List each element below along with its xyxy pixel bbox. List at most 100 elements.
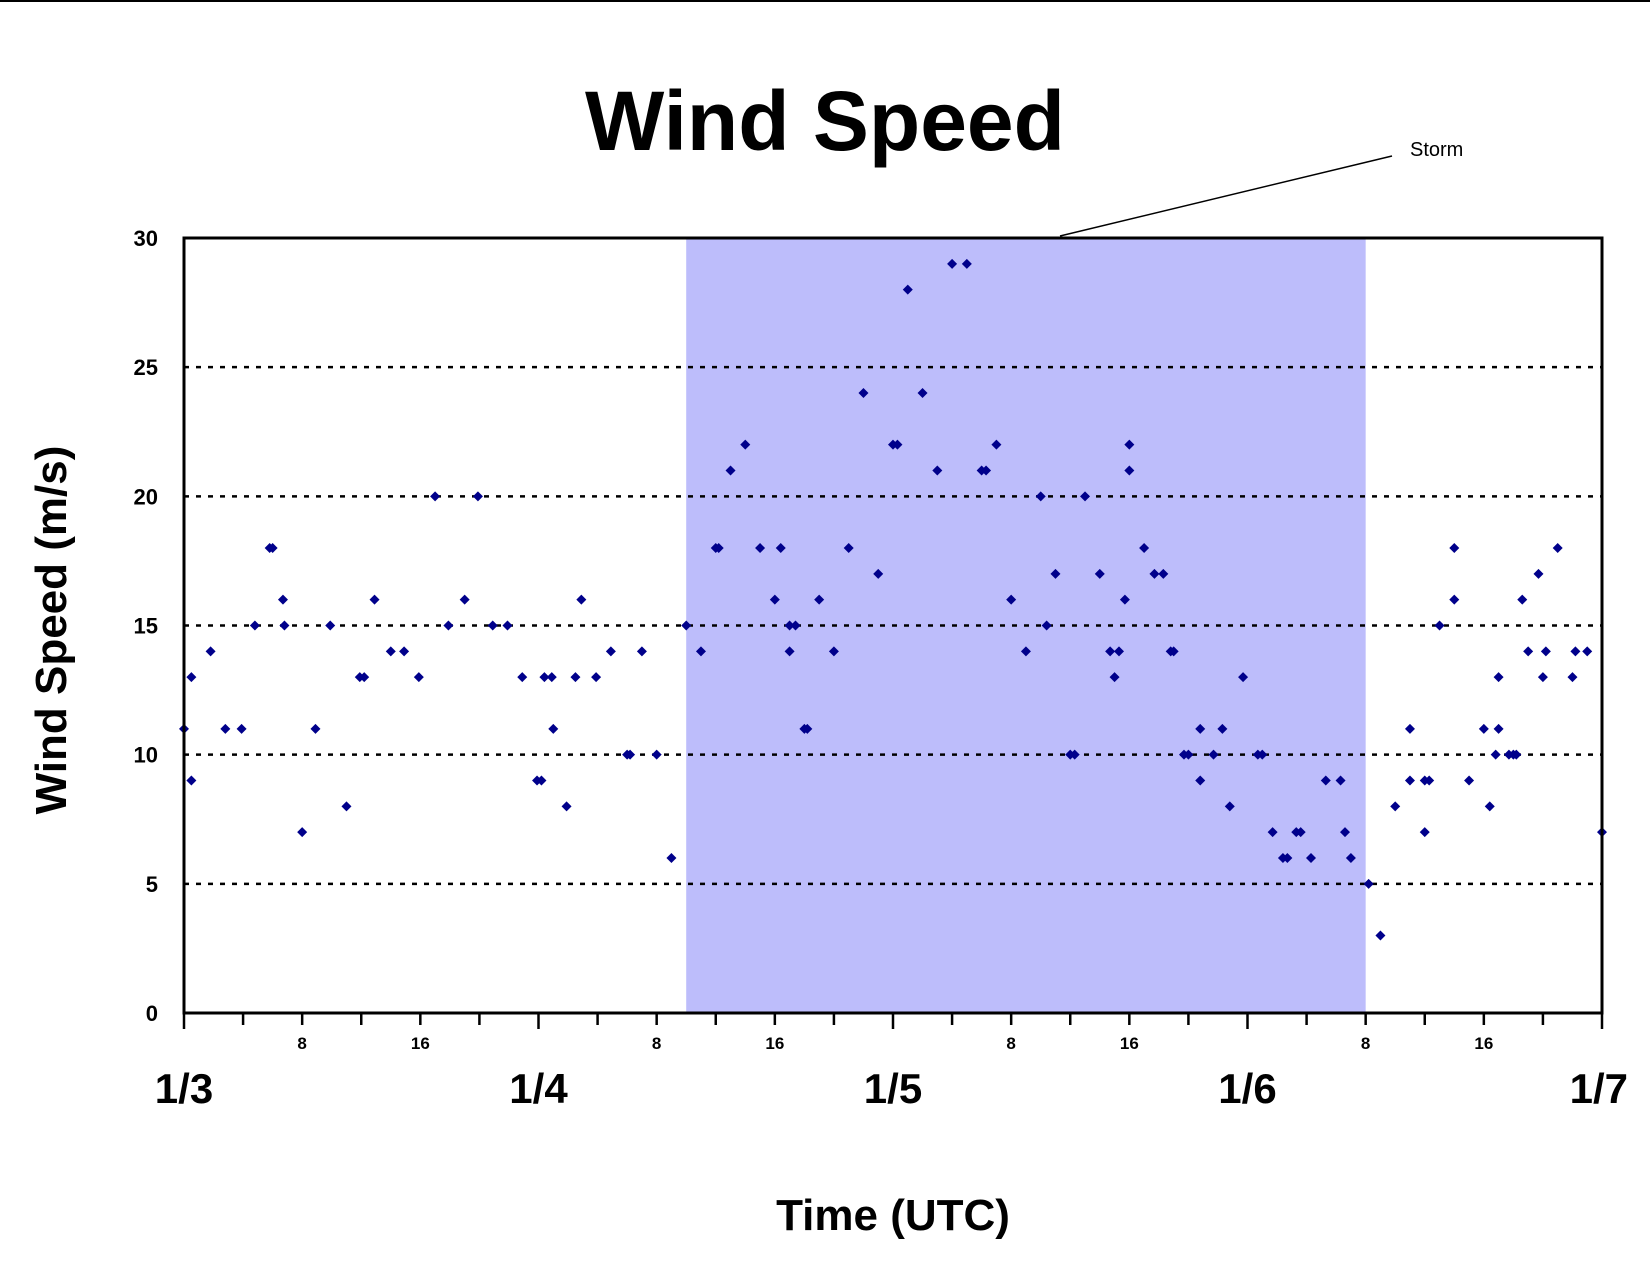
x-major-tick-label: 1/3 bbox=[155, 1065, 213, 1112]
x-major-tick-label: 1/7 bbox=[1570, 1065, 1628, 1112]
data-point bbox=[1195, 723, 1206, 734]
data-point bbox=[902, 284, 913, 295]
data-point bbox=[1168, 646, 1179, 657]
data-point bbox=[1404, 775, 1415, 786]
data-point bbox=[1158, 568, 1169, 579]
data-point bbox=[1195, 775, 1206, 786]
data-point bbox=[236, 723, 247, 734]
data-point bbox=[1320, 775, 1331, 786]
data-point bbox=[1493, 672, 1504, 683]
x-major-tick-label: 1/5 bbox=[864, 1065, 922, 1112]
data-point bbox=[548, 723, 559, 734]
data-point bbox=[277, 594, 288, 605]
data-point bbox=[1490, 749, 1501, 760]
x-minor-tick-label: 8 bbox=[297, 1034, 306, 1053]
x-axis-title: Time (UTC) bbox=[776, 1191, 1010, 1240]
data-point bbox=[932, 465, 943, 476]
data-point bbox=[1217, 723, 1228, 734]
x-minor-tick-label: 16 bbox=[1120, 1034, 1139, 1053]
data-point bbox=[1537, 672, 1548, 683]
data-point bbox=[828, 646, 839, 657]
y-tick-label: 25 bbox=[134, 355, 158, 380]
data-point bbox=[1567, 672, 1578, 683]
data-point bbox=[1306, 853, 1317, 863]
data-point bbox=[430, 491, 441, 502]
data-point bbox=[1119, 594, 1130, 605]
y-tick-label: 30 bbox=[134, 226, 158, 251]
data-point bbox=[1424, 775, 1435, 786]
data-point bbox=[1404, 723, 1415, 734]
data-point bbox=[1552, 543, 1563, 553]
data-point bbox=[651, 749, 662, 760]
data-point bbox=[561, 801, 572, 812]
x-minor-tick-label: 16 bbox=[411, 1034, 430, 1053]
data-point bbox=[487, 620, 498, 631]
data-point bbox=[279, 620, 290, 631]
data-point bbox=[1035, 491, 1046, 502]
chart-title: Wind Speed bbox=[585, 74, 1065, 168]
data-point bbox=[625, 749, 636, 760]
data-point bbox=[472, 491, 483, 502]
y-axis-title: Wind Speed (m/s) bbox=[27, 446, 76, 815]
data-point bbox=[1105, 646, 1116, 657]
data-point bbox=[769, 594, 780, 605]
data-point bbox=[873, 568, 884, 579]
y-tick-label: 10 bbox=[134, 743, 158, 768]
data-point bbox=[325, 620, 336, 631]
data-point bbox=[1113, 646, 1124, 657]
data-point bbox=[1208, 749, 1219, 760]
data-point bbox=[775, 543, 786, 553]
data-point bbox=[1080, 491, 1091, 502]
data-point bbox=[1419, 827, 1430, 838]
data-point bbox=[1238, 672, 1249, 683]
y-tick-label: 0 bbox=[146, 1001, 158, 1026]
data-point bbox=[341, 801, 352, 812]
data-point bbox=[369, 594, 380, 605]
data-point bbox=[814, 594, 825, 605]
data-point bbox=[1006, 594, 1017, 605]
data-point bbox=[740, 439, 751, 450]
data-point bbox=[1434, 620, 1445, 631]
x-minor-tick-label: 8 bbox=[652, 1034, 661, 1053]
data-point bbox=[605, 646, 616, 657]
data-point bbox=[947, 258, 958, 269]
data-point bbox=[517, 672, 528, 683]
data-point bbox=[459, 594, 470, 605]
data-point bbox=[591, 672, 602, 683]
data-point bbox=[917, 388, 928, 398]
data-point bbox=[961, 258, 972, 269]
data-point bbox=[1533, 568, 1544, 579]
data-point bbox=[790, 620, 801, 631]
data-point bbox=[1020, 646, 1031, 657]
data-point bbox=[310, 723, 321, 734]
y-tick-label: 20 bbox=[134, 484, 158, 509]
y-tick-label: 5 bbox=[146, 872, 158, 897]
data-point bbox=[539, 672, 550, 683]
data-point bbox=[858, 388, 869, 398]
data-point bbox=[1295, 827, 1306, 838]
data-point bbox=[1069, 749, 1080, 760]
data-point bbox=[186, 775, 197, 786]
data-point bbox=[1267, 827, 1278, 838]
data-point bbox=[802, 723, 813, 734]
data-point bbox=[1041, 620, 1052, 631]
data-point bbox=[981, 465, 992, 476]
data-point bbox=[385, 646, 396, 657]
x-minor-tick-label: 8 bbox=[1361, 1034, 1370, 1053]
data-point bbox=[1484, 801, 1495, 812]
data-point bbox=[1582, 646, 1593, 657]
x-major-tick-label: 1/6 bbox=[1218, 1065, 1276, 1112]
data-point bbox=[1149, 568, 1160, 579]
data-point bbox=[1124, 439, 1135, 450]
data-point bbox=[1345, 853, 1356, 863]
data-point bbox=[1109, 672, 1120, 683]
data-point bbox=[1517, 594, 1528, 605]
data-point bbox=[1363, 878, 1374, 889]
x-major-tick-label: 1/4 bbox=[509, 1065, 568, 1112]
data-point bbox=[1390, 801, 1401, 812]
data-point bbox=[1449, 594, 1460, 605]
storm-annotation-leader-line bbox=[1059, 155, 1393, 237]
data-point bbox=[1449, 543, 1460, 553]
data-point bbox=[413, 672, 424, 683]
data-point bbox=[267, 543, 278, 553]
